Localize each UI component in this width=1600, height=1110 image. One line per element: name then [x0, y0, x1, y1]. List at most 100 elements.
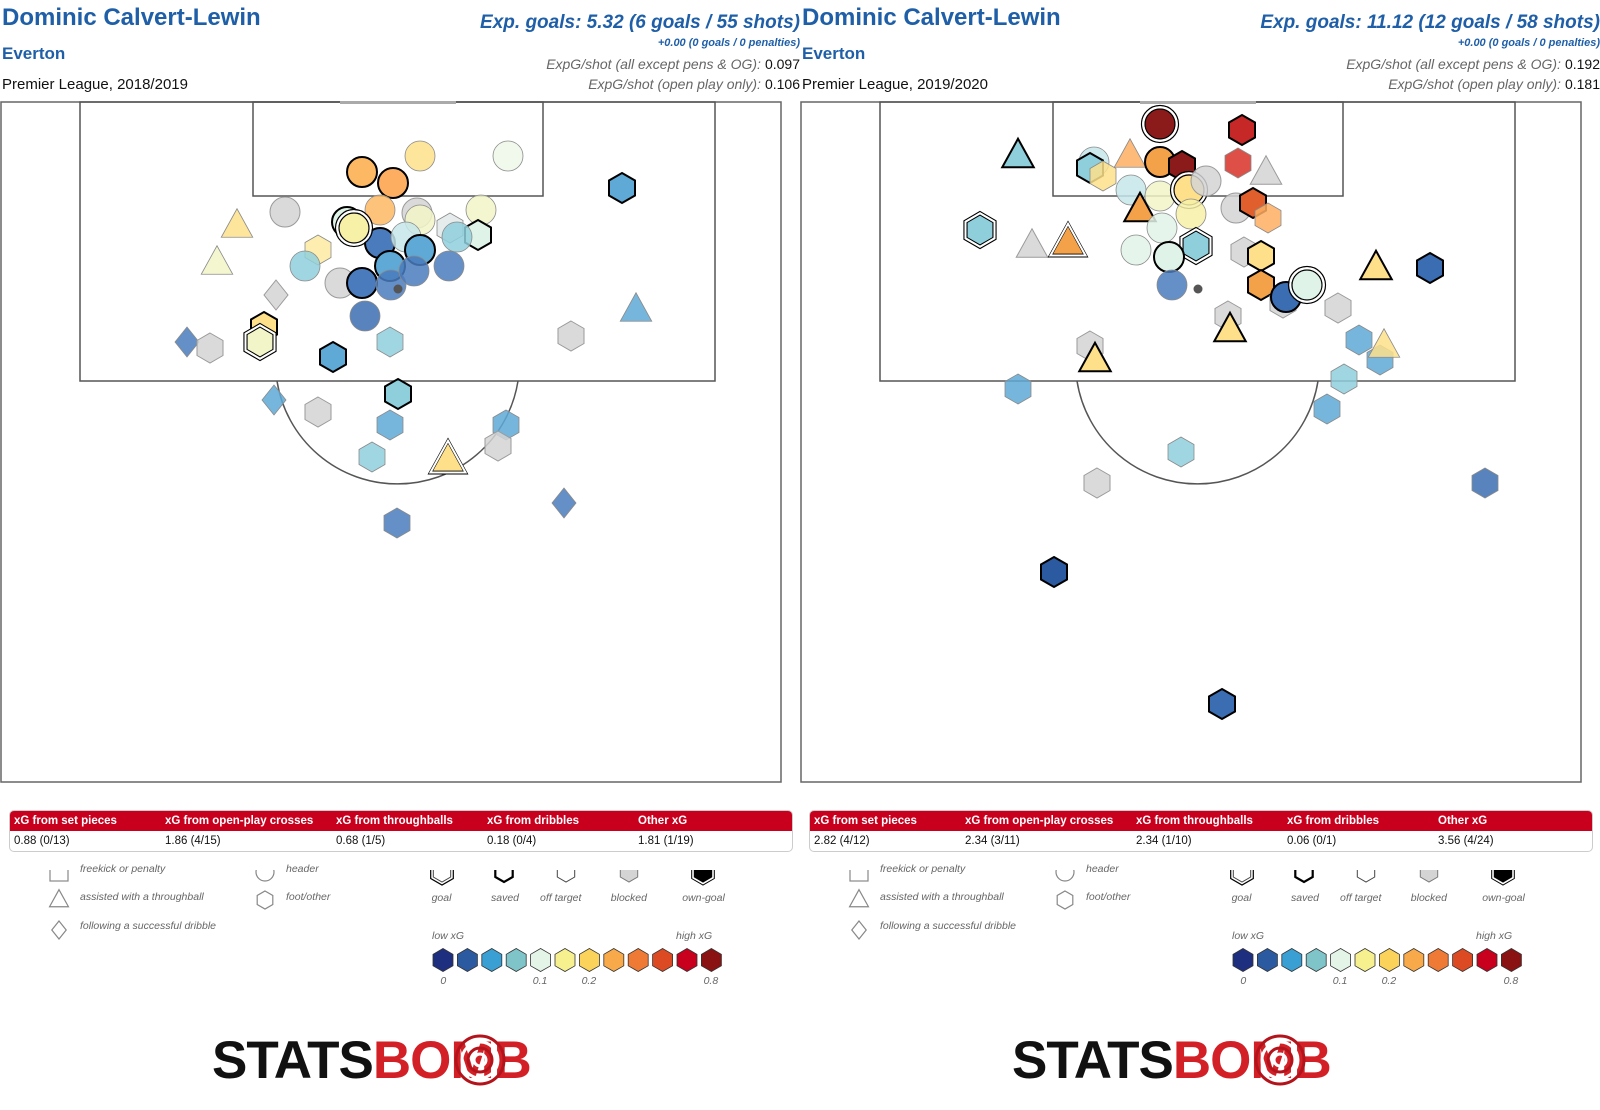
breakdown-value: 0.06 (0/1): [1287, 835, 1337, 847]
shot-marker: [376, 326, 404, 358]
shot-marker: [383, 507, 411, 539]
outcome-blocked-icon: [619, 870, 639, 883]
shot-marker: [289, 250, 321, 282]
shot-marker: [377, 167, 409, 199]
shot-marker: [1416, 251, 1444, 285]
xg-per-shot-all: ExpG/shot (all except pens & OG): 0.097: [546, 56, 800, 72]
xg-scale-tick: 0.8: [1503, 975, 1519, 987]
diamond-icon: [51, 920, 67, 940]
xg-scale-tick: 0.8: [703, 975, 719, 987]
shot-marker: [1358, 248, 1394, 281]
shot-marker: [1224, 147, 1252, 179]
own-goal-ring: [691, 870, 715, 886]
shot-marker: [619, 291, 653, 322]
xg-scale-swatch: [1330, 948, 1351, 972]
breakdown-label: xG from dribbles: [1287, 815, 1380, 827]
breakdown-label: xG from open-play crosses: [165, 815, 314, 827]
goal-ring: [244, 324, 276, 360]
shot-marker: [174, 326, 200, 358]
shot-marker: [966, 214, 994, 246]
circle-icon: [255, 870, 275, 882]
shot-marker: [338, 212, 370, 244]
xg-scale-swatch: [701, 948, 722, 972]
shot-marker: [1247, 268, 1275, 302]
breakdown-label: Other xG: [1438, 815, 1488, 827]
diamond-icon: [851, 920, 867, 940]
xg-scale-swatch: [627, 948, 649, 972]
legend-outcome-label: own-goal: [1482, 892, 1525, 904]
statsbomb-logo: STATSBOMB: [1012, 1031, 1332, 1090]
outcome-off-icon: [556, 870, 576, 883]
table-header-bar: [810, 811, 1592, 831]
triangle-icon: [48, 888, 70, 908]
shot-marker: [349, 300, 381, 332]
goal-ring: [243, 322, 277, 362]
panel-right: Dominic Calvert-Lewin Everton Premier Le…: [800, 0, 1600, 1110]
xg-per-shot-all: ExpG/shot (all except pens & OG): 0.192: [1346, 56, 1600, 72]
xg-scale-swatch: [1281, 948, 1303, 972]
breakdown-label: xG from throughballs: [336, 815, 453, 827]
xg-summary: Exp. goals: 5.32 (6 goals / 55 shots): [480, 12, 800, 33]
legend-shape-label: assisted with a throughball: [80, 891, 204, 903]
outcome-blocked-icon: [1419, 870, 1439, 883]
shot-marker: [1000, 136, 1036, 169]
shot-marker: [465, 194, 497, 226]
shot-marker: [404, 140, 436, 172]
shot-marker: [1249, 154, 1283, 185]
shot-marker: [1113, 137, 1147, 168]
shot-marker: [220, 207, 254, 238]
outcome-own-icon: [693, 870, 713, 883]
penalty-summary: +0.00 (0 goals / 0 penalties): [1457, 37, 1600, 49]
legend-outcome-label: saved: [491, 892, 520, 904]
xg-scale-swatch: [1379, 948, 1400, 972]
shot-marker: [492, 140, 524, 172]
shot-marker: [1228, 113, 1256, 147]
shot-marker: [1330, 363, 1358, 395]
xg-per-shot-all-value: 0.097: [764, 56, 800, 72]
legend: freekick or penalty assisted with a throu…: [0, 863, 800, 1010]
shot-marker: [1146, 212, 1178, 244]
xg-scale-swatch: [676, 948, 698, 972]
table-header-bar: [10, 811, 792, 831]
breakdown-label: Other xG: [638, 815, 688, 827]
xg-scale-swatch: [554, 948, 576, 972]
shots: [174, 140, 653, 539]
team-name: Everton: [2, 44, 66, 63]
breakdown-label: xG from set pieces: [14, 815, 117, 827]
legend-shape-label: following a successful dribble: [880, 920, 1016, 932]
legend-outcome-label: off target: [1340, 892, 1382, 904]
shot-marker: [196, 332, 224, 364]
shot-marker: [346, 156, 378, 188]
breakdown-value: 1.81 (1/19): [638, 835, 694, 847]
breakdown-value: 1.86 (4/15): [165, 835, 221, 847]
hexagon-icon: [1056, 890, 1074, 910]
goal-ring: [1048, 221, 1088, 257]
shot-marker: [263, 279, 289, 311]
breakdown-value: 2.34 (3/11): [965, 835, 1020, 847]
xg-per-shot-open: ExpG/shot (open play only): 0.106: [588, 76, 800, 92]
bomb-target-icon: [454, 1034, 506, 1086]
outcome-saved-icon: [1294, 870, 1314, 884]
shots: [963, 104, 1499, 721]
xg-scale-low-label: low xG: [432, 930, 465, 942]
xg-scale-swatch: [481, 948, 503, 972]
square-icon: [49, 870, 69, 882]
xg-scale-swatch: [1501, 948, 1522, 972]
shot-marker: [1122, 190, 1158, 223]
xg-scale-swatch: [432, 948, 454, 972]
xg-scale-swatch: [530, 948, 551, 972]
shot-marker: [1004, 373, 1032, 405]
shot-marker: [1324, 292, 1352, 324]
hexagon-icon: [256, 890, 274, 910]
xg-scale-swatch: [505, 948, 527, 972]
competition-season: Premier League, 2018/2019: [2, 76, 188, 93]
xg-scale-tick: 0.2: [1381, 975, 1397, 987]
bomb-target-icon: [1254, 1034, 1306, 1086]
triangle-icon: [848, 888, 870, 908]
xg-per-shot-open-value: 0.181: [1564, 76, 1600, 92]
shot-marker: [1015, 227, 1049, 258]
legend-outcome-label: goal: [1231, 892, 1252, 904]
legend-shape-label: foot/other: [1086, 891, 1131, 903]
legend-shape-label: header: [1086, 863, 1119, 875]
legend-shape-label: foot/other: [286, 891, 331, 903]
